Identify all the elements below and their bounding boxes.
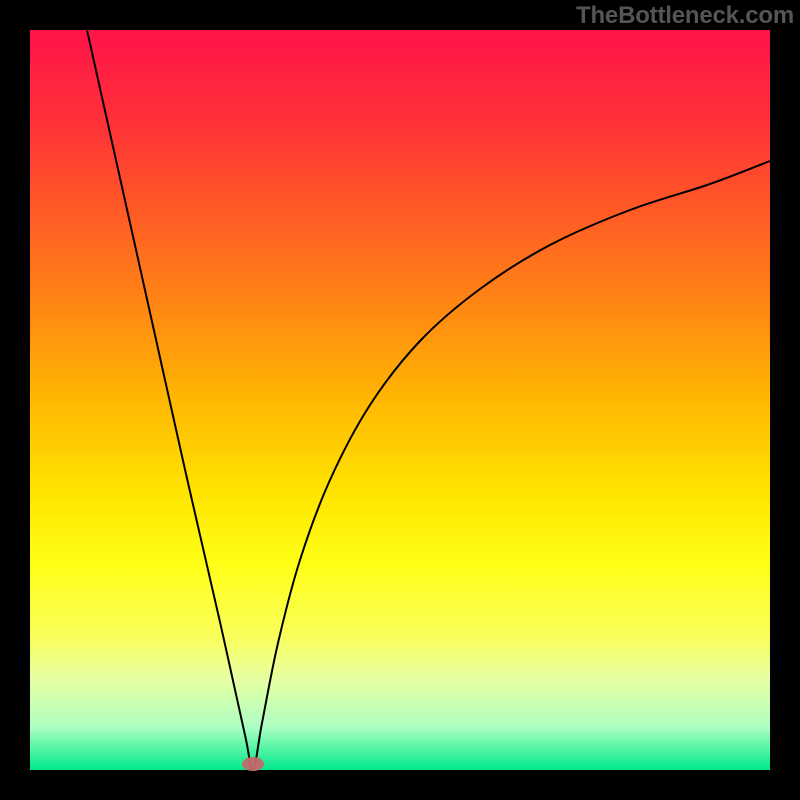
- watermark-label: TheBottleneck.com: [576, 2, 794, 30]
- chart-plot-background: [30, 30, 770, 770]
- minimum-marker: [242, 757, 264, 771]
- chart-canvas: TheBottleneck.com: [0, 0, 800, 800]
- bottleneck-chart-svg: [0, 0, 800, 800]
